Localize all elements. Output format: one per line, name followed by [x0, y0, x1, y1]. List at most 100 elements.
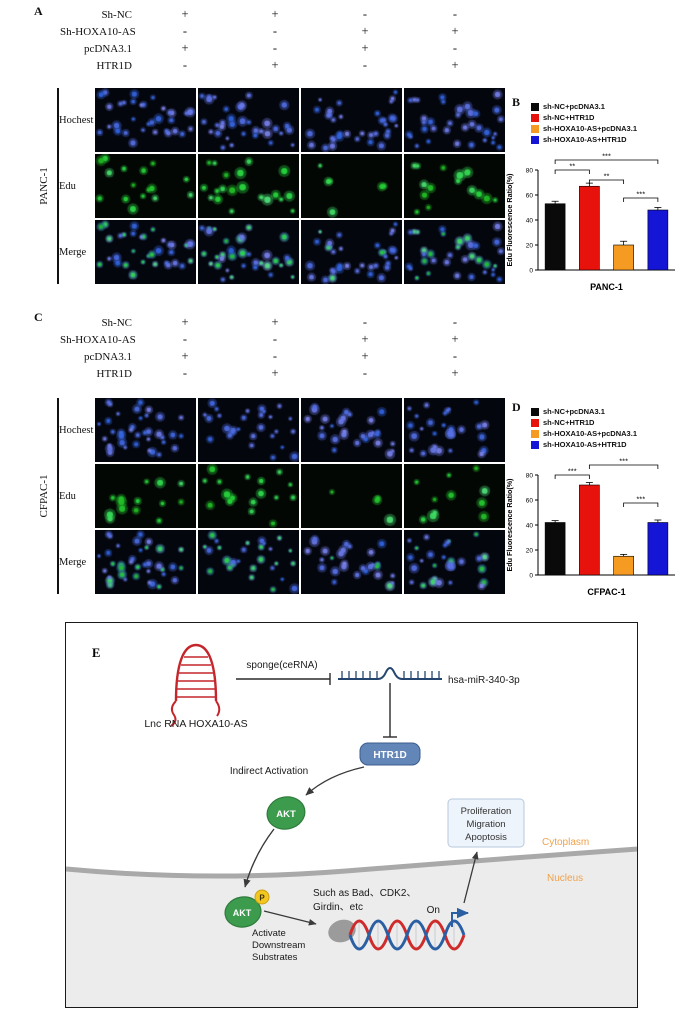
- mirna-label: hsa-miR-340-3p: [448, 675, 520, 686]
- condition-sign: +: [361, 349, 369, 363]
- condition-sign: -: [452, 7, 458, 21]
- panel-e: E Lnc RNA HOXA10-AS sponge(ceRNA): [65, 622, 638, 1008]
- x-axis-label: PANC-1: [590, 282, 623, 292]
- y-tick-label: 0: [529, 572, 533, 579]
- condition-sign: -: [272, 332, 278, 346]
- condition-sign: +: [361, 24, 369, 38]
- promoter-arrow: [451, 907, 469, 927]
- condition-name: HTR1D: [96, 59, 132, 72]
- y-axis-label: Edu Fluorescence Ratio(%): [505, 173, 514, 267]
- mechanism-diagram: E Lnc RNA HOXA10-AS sponge(ceRNA): [65, 643, 638, 1007]
- legend-item: sh-NC+HTR1D: [531, 112, 637, 123]
- legend-label: sh-NC+HTR1D: [543, 418, 595, 427]
- dna-to-outcome-arrow: [463, 851, 479, 904]
- condition-name: pcDNA3.1: [84, 350, 132, 363]
- htr1d-to-akt-arrow: [305, 766, 365, 796]
- legend-item: sh-NC+HTR1D: [531, 417, 637, 428]
- condition-sign: +: [271, 58, 279, 72]
- microscopy-image: [198, 464, 299, 528]
- legend-item: sh-HOXA10-AS+HTR1D: [531, 134, 637, 145]
- condition-row: Sh-HOXA10-AS - - + +: [60, 331, 500, 348]
- indirect-activation-label: Indirect Activation: [230, 766, 308, 777]
- outcome-line-2: Migration: [466, 819, 505, 830]
- activate-line-3: Substrates: [252, 952, 298, 963]
- legend-item: sh-HOXA10-AS+pcDNA3.1: [531, 428, 637, 439]
- microscopy-image: [95, 398, 196, 462]
- significance-label: ***: [619, 457, 628, 466]
- condition-name: Sh-NC: [101, 8, 132, 21]
- condition-sign: +: [451, 366, 459, 380]
- substrates-line-1: Such as Bad、CDK2、: [313, 888, 416, 899]
- panel-c-bracket-line: [57, 398, 59, 594]
- bar: [613, 555, 634, 576]
- microscopy-image: [198, 398, 299, 462]
- akt-blob: [266, 796, 306, 830]
- condition-row: pcDNA3.1 + - + -: [60, 348, 500, 365]
- condition-sign: -: [182, 366, 188, 380]
- legend-label: sh-HOXA10-AS+HTR1D: [543, 440, 627, 449]
- akt-to-substrates-arrow: [263, 910, 317, 926]
- panel-d-label: D: [512, 400, 521, 414]
- microscopy-image: [301, 154, 402, 218]
- transcription-factor-blob: [328, 919, 356, 943]
- panel-c-row-labels: Hochest Edu Merge: [59, 398, 95, 594]
- significance-bracket: [588, 179, 625, 184]
- bar: [579, 185, 600, 271]
- microscopy-image: [95, 154, 196, 218]
- legend-swatch: [531, 407, 539, 416]
- significance-bracket: [554, 474, 590, 479]
- sponge-label: sponge(ceRNA): [246, 660, 317, 671]
- microscopy-image: [198, 530, 299, 594]
- panel-a-bracket-line: [57, 88, 59, 284]
- legend-swatch: [531, 418, 539, 427]
- microscopy-row-label: Merge: [59, 246, 87, 258]
- legend-label: sh-NC+pcDNA3.1: [543, 102, 605, 111]
- condition-sign: +: [361, 41, 369, 55]
- significance-label: ***: [602, 152, 611, 161]
- microscopy-image: [301, 464, 402, 528]
- akt-nucleus-blob: [224, 896, 262, 928]
- panel-d-bar-chart: 0 20 40 60 80 Edu Fluorescence Ratio(%) *** ***…: [505, 457, 675, 597]
- significance-bracket: [554, 159, 659, 164]
- condition-row: Sh-NC + + - -: [60, 314, 500, 331]
- phospho-label: P: [259, 894, 265, 903]
- condition-sign: -: [452, 41, 458, 55]
- condition-row: Sh-NC + + - -: [60, 6, 500, 23]
- dna-helix-icon: [348, 919, 466, 951]
- akt-label: AKT: [276, 809, 296, 820]
- x-axis-label: CFPAC-1: [587, 587, 625, 597]
- condition-sign: +: [271, 366, 279, 380]
- microscopy-row-label: Edu: [59, 180, 76, 192]
- panel-a-microscopy-grid: [95, 88, 505, 284]
- condition-row: HTR1D - + - +: [60, 57, 500, 74]
- condition-sign: +: [181, 349, 189, 363]
- condition-sign: +: [451, 24, 459, 38]
- condition-name: pcDNA3.1: [84, 42, 132, 55]
- panel-d: D sh-NC+pcDNA3.1 sh-NC+HTR1D sh-HOXA10-AS+…: [503, 398, 688, 610]
- y-tick-label: 60: [526, 192, 534, 199]
- microscopy-row-label: Hochest: [59, 114, 94, 126]
- microscopy-image: [404, 88, 505, 152]
- condition-sign: -: [362, 315, 368, 329]
- microscopy-image: [198, 220, 299, 284]
- y-axis-label: Edu Fluorescence Ratio(%): [505, 478, 514, 572]
- microscopy-image: [404, 464, 505, 528]
- sponge-inhibition-arrow: [236, 673, 331, 685]
- akt-translocation-arrow: [243, 828, 275, 888]
- activate-line-1: Activate: [252, 928, 286, 939]
- condition-sign: -: [452, 315, 458, 329]
- condition-name: HTR1D: [96, 367, 132, 380]
- condition-sign: +: [181, 7, 189, 21]
- condition-sign: -: [182, 58, 188, 72]
- bar: [647, 209, 669, 271]
- panel-a-conditions: Sh-NC + + - - Sh-HOXA10-AS - - + + pcDNA3.1 + - + - HTR…: [60, 6, 500, 74]
- significance-bracket: [623, 502, 659, 507]
- condition-sign: -: [182, 332, 188, 346]
- microscopy-image: [198, 154, 299, 218]
- y-tick-label: 20: [526, 547, 534, 554]
- bar: [544, 522, 566, 576]
- condition-row: Sh-HOXA10-AS - - + +: [60, 23, 500, 40]
- panel-b-legend: sh-NC+pcDNA3.1 sh-NC+HTR1D sh-HOXA10-AS+pc…: [531, 101, 637, 145]
